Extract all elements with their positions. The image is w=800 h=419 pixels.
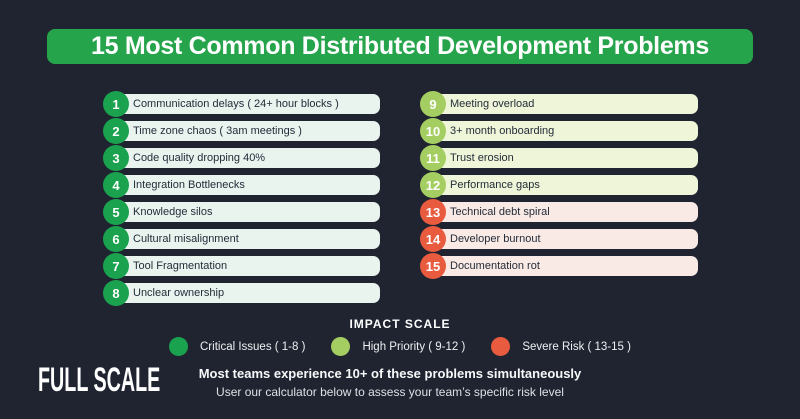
problems-column-right: 9 Meeting overload 10 3+ month onboarding 11… [420, 91, 698, 280]
legend-entry: High Priority ( 9-12 ) [331, 337, 465, 356]
impact-scale-legend: Critical Issues ( 1-8 ) High Priority ( 9… [0, 337, 800, 356]
problem-item: 5 Knowledge silos [103, 199, 380, 225]
problem-label: Performance gaps [427, 175, 698, 195]
problem-item: 3 Code quality dropping 40% [103, 145, 380, 171]
problem-number-badge: 7 [103, 253, 129, 279]
problems-column-left: 1 Communication delays ( 24+ hour blocks … [103, 91, 380, 307]
legend-title: IMPACT SCALE [349, 317, 451, 331]
problem-item: 14 Developer burnout [420, 226, 698, 252]
footer-subline: User our calculator below to assess your… [216, 385, 564, 399]
legend-entry: Severe Risk ( 13-15 ) [491, 337, 631, 356]
problem-number-badge: 6 [103, 226, 129, 252]
problem-number-badge: 4 [103, 172, 129, 198]
problem-item: 2 Time zone chaos ( 3am meetings ) [103, 118, 380, 144]
problem-number-badge: 13 [420, 199, 446, 225]
footer-headline: Most teams experience 10+ of these probl… [198, 366, 582, 381]
problem-number-badge: 14 [420, 226, 446, 252]
full-scale-logo: FULL SCALE [38, 361, 161, 399]
problem-label: Developer burnout [427, 229, 698, 249]
problem-number-badge: 11 [420, 145, 446, 171]
problem-number-badge: 15 [420, 253, 446, 279]
problem-number-badge: 8 [103, 280, 129, 306]
problem-label: 3+ month onboarding [427, 121, 698, 141]
legend-color-dot-icon [491, 337, 511, 356]
page-title: 15 Most Common Distributed Development P… [91, 32, 709, 60]
problem-label: Technical debt spiral [427, 202, 698, 222]
problem-item: 6 Cultural misalignment [103, 226, 380, 252]
legend-entry: Critical Issues ( 1-8 ) [169, 337, 305, 356]
problem-item: 8 Unclear ownership [103, 280, 380, 306]
page-title-banner: 15 Most Common Distributed Development P… [47, 29, 753, 64]
problem-label: Cultural misalignment [110, 229, 380, 249]
problem-item: 15 Documentation rot [420, 253, 698, 279]
problem-item: 4 Integration Bottlenecks [103, 172, 380, 198]
problem-number-badge: 10 [420, 118, 446, 144]
legend-color-dot-icon [169, 337, 188, 356]
problem-label: Unclear ownership [110, 283, 380, 303]
problem-item: 7 Tool Fragmentation [103, 253, 380, 279]
problem-label: Meeting overload [427, 94, 698, 114]
problem-item: 11 Trust erosion [420, 145, 698, 171]
problem-label: Documentation rot [427, 256, 698, 276]
legend-color-dot-icon [331, 337, 351, 356]
problem-label: Communication delays ( 24+ hour blocks ) [110, 94, 380, 114]
legend-label: Severe Risk ( 13-15 ) [522, 340, 631, 353]
problem-item: 1 Communication delays ( 24+ hour blocks … [103, 91, 380, 117]
problem-label: Time zone chaos ( 3am meetings ) [110, 121, 380, 141]
problem-label: Tool Fragmentation [110, 256, 380, 276]
problem-number-badge: 9 [420, 91, 446, 117]
problem-number-badge: 5 [103, 199, 129, 225]
problem-number-badge: 12 [420, 172, 446, 198]
problem-label: Trust erosion [427, 148, 698, 168]
problem-item: 13 Technical debt spiral [420, 199, 698, 225]
problem-item: 12 Performance gaps [420, 172, 698, 198]
problem-label: Integration Bottlenecks [110, 175, 380, 195]
problem-number-badge: 2 [103, 118, 129, 144]
problem-number-badge: 3 [103, 145, 129, 171]
legend-label: High Priority ( 9-12 ) [362, 340, 466, 353]
problem-item: 10 3+ month onboarding [420, 118, 698, 144]
problem-label: Code quality dropping 40% [110, 148, 380, 168]
problem-number-badge: 1 [103, 91, 129, 117]
problem-item: 9 Meeting overload [420, 91, 698, 117]
problem-label: Knowledge silos [110, 202, 380, 222]
legend-label: Critical Issues ( 1-8 ) [200, 340, 306, 353]
